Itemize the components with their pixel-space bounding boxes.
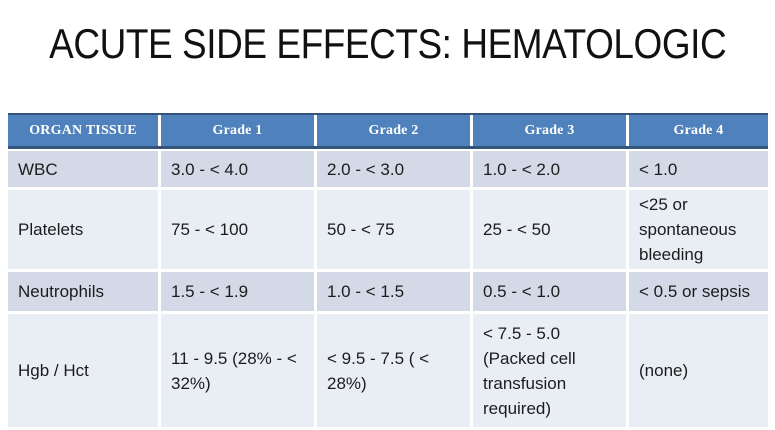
cell-hgb-hct-grade4: (none) <box>629 314 768 427</box>
cell-wbc-organ: WBC <box>8 151 158 187</box>
table-body: WBC 3.0 - < 4.0 2.0 - < 3.0 1.0 - < 2.0 … <box>8 151 768 427</box>
cell-hgb-hct-grade2: < 9.5 - 7.5 ( < 28%) <box>317 314 470 427</box>
cell-platelets-grade2: 50 - < 75 <box>317 190 470 269</box>
cell-neutrophils-grade4: < 0.5 or sepsis <box>629 272 768 311</box>
cell-platelets-organ: Platelets <box>8 190 158 269</box>
cell-neutrophils-grade3: 0.5 - < 1.0 <box>473 272 626 311</box>
cell-neutrophils-grade2: 1.0 - < 1.5 <box>317 272 470 311</box>
cell-platelets-grade1: 75 - < 100 <box>161 190 314 269</box>
cell-platelets-grade3: 25 - < 50 <box>473 190 626 269</box>
cell-wbc-grade2: 2.0 - < 3.0 <box>317 151 470 187</box>
column-header-grade-2: Grade 2 <box>317 115 470 146</box>
page-title: ACUTE SIDE EFFECTS: HEMATOLOGIC <box>0 20 775 68</box>
cell-wbc-grade3: 1.0 - < 2.0 <box>473 151 626 187</box>
cell-hgb-hct-grade3: < 7.5 - 5.0 (Packed cell transfusion req… <box>473 314 626 427</box>
cell-hgb-hct-organ: Hgb / Hct <box>8 314 158 427</box>
cell-wbc-grade1: 3.0 - < 4.0 <box>161 151 314 187</box>
cell-hgb-hct-grade1: 11 - 9.5 (28% - < 32%) <box>161 314 314 427</box>
page-title-text: ACUTE SIDE EFFECTS: HEMATOLOGIC <box>48 20 727 67</box>
cell-neutrophils-organ: Neutrophils <box>8 272 158 311</box>
table-header-row: ORGAN TISSUE Grade 1 Grade 2 Grade 3 Gra… <box>8 113 768 149</box>
column-header-grade-4: Grade 4 <box>629 115 768 146</box>
column-header-grade-3: Grade 3 <box>473 115 626 146</box>
column-header-grade-1: Grade 1 <box>161 115 314 146</box>
cell-wbc-grade4: < 1.0 <box>629 151 768 187</box>
cell-neutrophils-grade1: 1.5 - < 1.9 <box>161 272 314 311</box>
cell-platelets-grade4: <25 or spontaneous bleeding <box>629 190 768 269</box>
column-header-organ-tissue: ORGAN TISSUE <box>8 115 158 146</box>
hematologic-toxicity-table: ORGAN TISSUE Grade 1 Grade 2 Grade 3 Gra… <box>8 113 768 427</box>
